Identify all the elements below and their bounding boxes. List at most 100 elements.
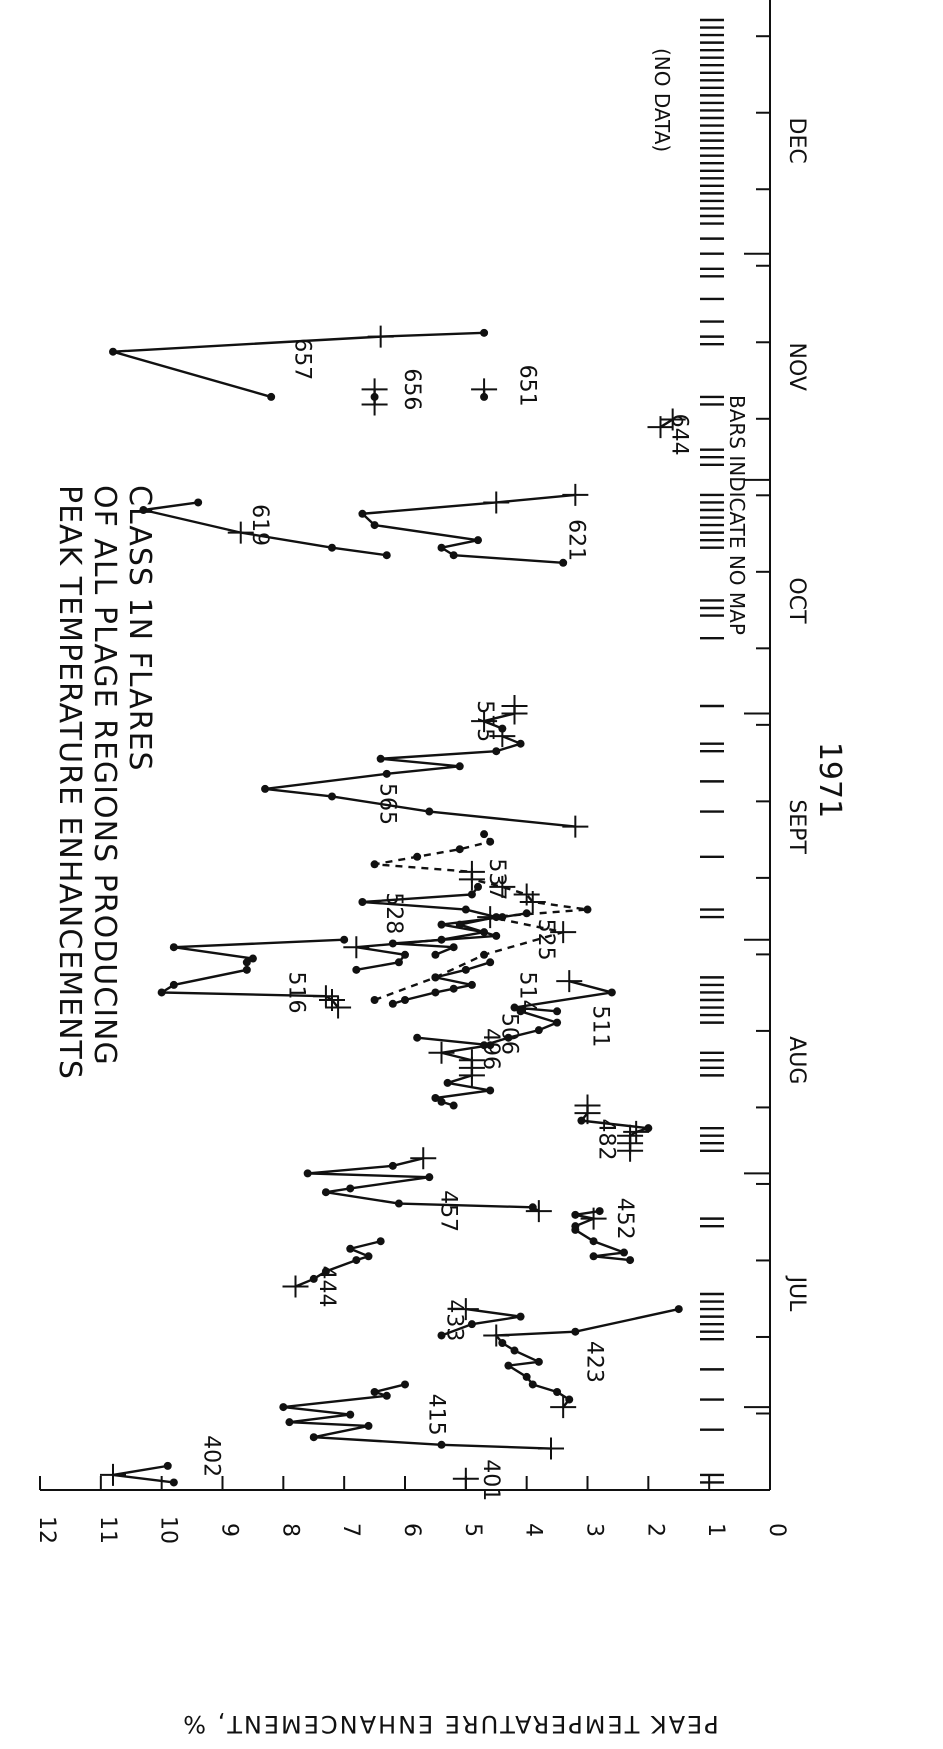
axes-group	[39, 0, 771, 1491]
data-point	[480, 328, 489, 337]
data-point	[382, 551, 391, 560]
data-point	[553, 1018, 562, 1027]
month-label: DEC	[784, 118, 809, 164]
month-label: AUG	[784, 1036, 809, 1084]
data-point	[455, 762, 464, 771]
data-point	[522, 1372, 531, 1381]
cross-point	[343, 936, 370, 959]
series-line	[514, 979, 613, 1013]
data-point	[242, 965, 251, 974]
data-point	[169, 943, 178, 952]
y-tick-label: 2	[642, 1523, 667, 1537]
data-point	[571, 1327, 580, 1336]
no-data-annotation: (NO DATA)	[650, 48, 674, 152]
data-point	[388, 939, 397, 948]
y-tick-label: 7	[338, 1523, 363, 1537]
data-point	[139, 506, 148, 514]
data-point	[394, 1199, 403, 1208]
region-label-514: 514	[515, 971, 540, 1013]
data-point	[516, 1312, 525, 1321]
cross-point	[483, 1324, 510, 1347]
data-point	[358, 898, 367, 906]
series-651	[471, 378, 498, 401]
data-point	[346, 1244, 355, 1253]
cross-point	[550, 1396, 577, 1419]
data-point	[321, 1188, 330, 1197]
data-point	[571, 1222, 580, 1231]
data-point	[577, 1116, 586, 1125]
data-point	[364, 1252, 373, 1261]
data-point	[388, 999, 397, 1008]
data-point	[589, 1252, 598, 1261]
cross-point	[428, 1041, 455, 1064]
cross-point	[471, 378, 498, 401]
month-label: JUL	[784, 1275, 809, 1313]
data-point	[534, 1026, 543, 1035]
data-point	[169, 980, 178, 989]
data-point	[474, 536, 482, 545]
chart-text: PEAK TEMPERATURE ENHANCEMENT, % 1971 BAR…	[52, 48, 847, 1738]
data-point	[425, 807, 434, 816]
month-label: SEPT	[784, 799, 809, 854]
series-511	[510, 970, 616, 1016]
data-point	[169, 1478, 178, 1487]
data-point	[492, 931, 501, 940]
cross-point	[513, 883, 540, 906]
y-tick-label: 8	[277, 1523, 302, 1537]
cross-point	[617, 1124, 644, 1147]
cross-point	[489, 875, 516, 898]
data-point	[157, 988, 166, 997]
region-label-401: 401	[478, 1459, 503, 1501]
y-tick-label: 11	[95, 1516, 120, 1544]
region-label-656: 656	[399, 368, 424, 410]
data-point	[376, 754, 385, 763]
data-point	[437, 1440, 446, 1449]
cross-point	[580, 1207, 607, 1230]
series-line	[362, 886, 497, 956]
series-444	[282, 1237, 385, 1298]
data-point	[437, 1097, 446, 1106]
data-point	[401, 950, 409, 959]
data-point	[413, 1033, 422, 1042]
region-label-457: 457	[436, 1190, 461, 1232]
data-point	[352, 965, 361, 974]
series-537	[370, 830, 592, 1004]
cross-point	[282, 1275, 309, 1298]
cross-point	[477, 906, 504, 929]
series-575	[471, 695, 528, 733]
data-point	[455, 920, 464, 929]
region-label-415: 415	[423, 1394, 448, 1436]
data-point	[534, 1357, 543, 1366]
region-label-651: 651	[515, 365, 540, 407]
series-402	[100, 1461, 178, 1487]
region-label-525: 525	[533, 919, 558, 961]
data-point	[370, 996, 379, 1004]
region-label-528: 528	[381, 892, 406, 934]
region-label-452: 452	[612, 1198, 637, 1240]
cross-point	[452, 1298, 479, 1321]
cross-point	[227, 521, 254, 544]
cross-point	[574, 1094, 601, 1117]
data-point	[370, 1388, 379, 1396]
data-point	[279, 1403, 288, 1412]
data-point	[309, 1274, 318, 1283]
data-point	[553, 1388, 562, 1396]
data-point	[498, 724, 507, 733]
series-657	[109, 325, 489, 401]
region-label-506: 506	[496, 1013, 521, 1055]
data-point	[467, 980, 476, 989]
data-point	[242, 958, 251, 967]
cross-point	[410, 1147, 437, 1170]
region-label-433: 433	[442, 1299, 467, 1341]
data-point	[516, 739, 525, 748]
data-point	[455, 845, 464, 854]
region-label-575: 575	[472, 700, 497, 742]
cross-point	[319, 989, 345, 1011]
cross-point	[367, 325, 394, 348]
cross-point	[550, 921, 577, 944]
cross-point	[452, 1467, 479, 1490]
series-line	[374, 833, 588, 1002]
series-619	[139, 498, 391, 560]
series-433	[437, 1298, 525, 1340]
data-point	[620, 1248, 628, 1257]
